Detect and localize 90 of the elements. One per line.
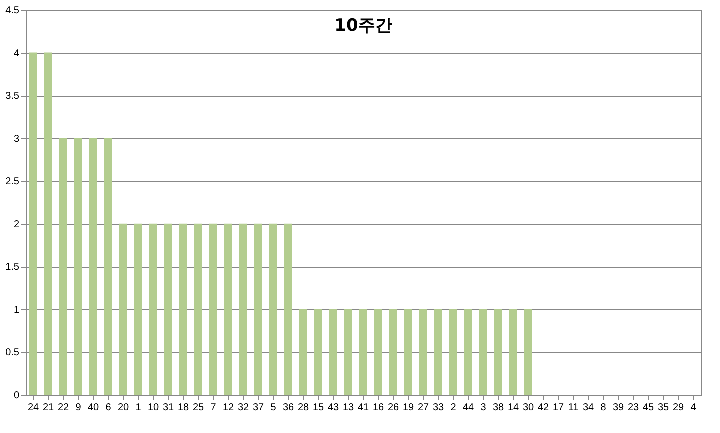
x-tick-label: 10 [148, 402, 160, 414]
x-tick-label: 30 [522, 402, 534, 414]
bar [464, 309, 472, 395]
bar [390, 309, 398, 395]
x-tick-label: 4 [690, 402, 697, 414]
bar [30, 52, 38, 395]
x-tick-label: 19 [402, 402, 414, 414]
bar [480, 309, 488, 395]
bar [210, 224, 218, 395]
x-tick-label: 13 [342, 402, 354, 414]
x-tick-label: 45 [642, 402, 654, 414]
bar [374, 309, 382, 395]
bar [524, 309, 532, 395]
y-tick-label: 1 [14, 304, 20, 316]
x-tick-label: 23 [628, 402, 640, 414]
bar [194, 224, 202, 395]
bar [74, 138, 82, 395]
x-tick-label: 39 [612, 402, 624, 414]
bar [134, 224, 142, 395]
bar [240, 224, 248, 395]
x-tick-label: 18 [178, 402, 190, 414]
bar [360, 309, 368, 395]
x-tick-label: 27 [418, 402, 430, 414]
x-tick-label: 12 [222, 402, 234, 414]
bar [60, 138, 68, 395]
x-tick-label: 35 [658, 402, 670, 414]
x-tick-label: 20 [118, 402, 130, 414]
bar [180, 224, 188, 395]
x-tick-label: 16 [372, 402, 384, 414]
x-tick-label: 15 [312, 402, 324, 414]
y-tick-label: 2.5 [6, 176, 20, 188]
x-tick-label: 32 [238, 402, 250, 414]
x-tick-label: 25 [192, 402, 204, 414]
y-tick-label: 4 [14, 48, 20, 60]
x-tick-label: 11 [568, 402, 580, 414]
bar [104, 138, 112, 395]
x-tick-label: 44 [462, 402, 474, 414]
x-tick-label: 21 [42, 402, 54, 414]
bar [150, 224, 158, 395]
bar [404, 309, 412, 395]
bar [330, 309, 338, 395]
bar [284, 224, 292, 395]
x-tick-label: 37 [252, 402, 264, 414]
x-tick-label: 43 [328, 402, 340, 414]
chart-title: 10주간 [334, 16, 392, 36]
x-tick-label: 5 [270, 402, 277, 414]
x-tick-label: 36 [282, 402, 294, 414]
bar [44, 52, 52, 395]
bar [510, 309, 518, 395]
x-tick-label: 3 [480, 402, 487, 414]
x-tick-label: 42 [538, 402, 550, 414]
bar [224, 224, 232, 395]
x-tick-label: 1 [136, 402, 142, 414]
x-tick-label: 22 [58, 402, 70, 414]
x-tick-label: 2 [450, 402, 457, 414]
bar [120, 224, 128, 395]
y-tick-label: 0.5 [6, 348, 20, 359]
x-tick-label: 9 [76, 402, 82, 414]
x-tick-label: 28 [298, 402, 310, 414]
x-tick-label: 17 [552, 402, 564, 414]
x-tick-label: 24 [28, 402, 40, 414]
bar [164, 224, 172, 395]
x-tick-label: 40 [88, 402, 100, 414]
y-tick-label: 2 [14, 219, 20, 230]
x-tick-label: 33 [432, 402, 444, 414]
x-tick-label: 31 [162, 402, 174, 414]
x-tick-label: 38 [492, 402, 504, 414]
y-tick-label: 3 [14, 134, 20, 145]
x-tick-label: 7 [210, 402, 217, 414]
y-tick-label: 1.5 [6, 262, 20, 274]
bar [344, 309, 352, 395]
y-tick-label: 3.5 [6, 91, 20, 102]
bar [450, 309, 458, 395]
bar [254, 224, 262, 395]
x-tick-label: 26 [388, 402, 400, 414]
bar [314, 309, 322, 395]
bar [434, 309, 442, 395]
x-tick-label: 29 [672, 402, 684, 414]
y-tick-label: 4.5 [6, 6, 20, 16]
x-tick-label: 8 [600, 402, 607, 414]
bar [90, 138, 98, 395]
x-tick-label: 14 [508, 402, 520, 414]
y-tick-label: 0 [14, 390, 20, 402]
bar [270, 224, 278, 395]
bar [420, 309, 428, 395]
x-tick-label: 6 [106, 402, 112, 414]
x-tick-label: 34 [582, 402, 594, 414]
bar [494, 309, 502, 395]
x-tick-label: 41 [358, 402, 370, 414]
bar [300, 309, 308, 395]
